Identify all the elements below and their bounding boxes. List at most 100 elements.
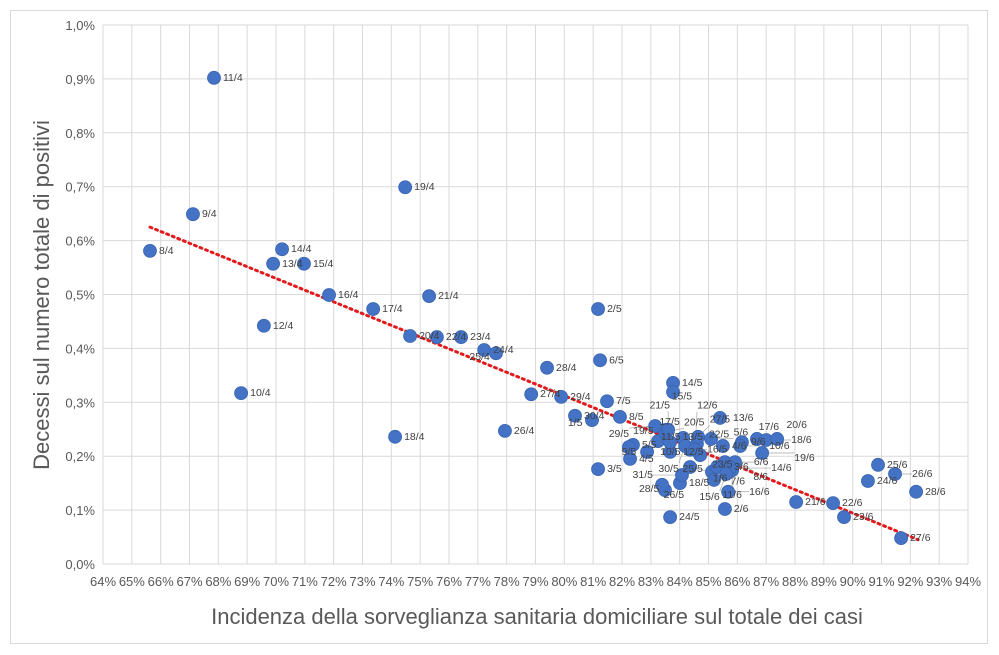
data-label: 9/4 <box>202 208 217 220</box>
data-label: 20/5 <box>684 417 705 429</box>
data-point <box>489 346 503 361</box>
data-label: 3/6 <box>734 461 749 473</box>
data-point <box>683 460 697 474</box>
x-tick-label: 88% <box>782 574 808 589</box>
data-label: 1/6 <box>713 473 728 485</box>
data-points <box>143 70 923 546</box>
data-label: 25/4 <box>469 351 490 363</box>
tick-labels: 64% 65% 66% 67% 68% 69% 70% 71% 72% 73% 74% 75% 76% 7… <box>65 18 981 589</box>
data-label: 12/5 <box>683 446 704 458</box>
data-label: 31/5 <box>633 469 654 481</box>
data-label: 18/4 <box>404 431 425 443</box>
y-tick-label: 0,1% <box>65 503 95 518</box>
data-point <box>234 386 249 401</box>
data-label: 20/4 <box>419 330 440 342</box>
data-label: 6/5 <box>609 354 624 366</box>
data-label: 18/5 <box>689 477 710 489</box>
data-label: 2/6 <box>734 503 749 515</box>
data-label: 5/6 <box>734 426 749 438</box>
x-tick-label: 82% <box>609 574 635 589</box>
y-tick-label: 0,7% <box>65 180 95 195</box>
data-label: 12/4 <box>273 320 294 332</box>
x-tick-label: 76% <box>436 574 462 589</box>
data-label: 13/6 <box>733 412 754 424</box>
data-point <box>388 429 402 444</box>
data-point <box>704 432 718 446</box>
data-label: 16/5 <box>707 444 728 456</box>
data-label: 25/5 <box>682 463 703 475</box>
data-label: 24/6 <box>877 475 898 487</box>
data-label: 28/4 <box>556 362 577 374</box>
data-point <box>663 510 678 525</box>
data-label: 24/5 <box>679 511 700 523</box>
x-tick-label: 64% <box>90 574 116 589</box>
data-point <box>888 467 902 481</box>
data-label: 8/5 <box>629 411 644 423</box>
y-tick-label: 0,2% <box>65 449 95 464</box>
x-tick-label: 71% <box>292 574 318 589</box>
data-point <box>719 467 733 481</box>
data-labels: 8/4 9/4 10/4 11/4 12/4 13/4 14/415/4 16/4 17/4 18… <box>159 72 946 544</box>
data-label: 10/4 <box>250 387 271 399</box>
data-point <box>366 302 381 316</box>
data-point <box>143 243 157 258</box>
data-label: 23/6 <box>853 511 874 523</box>
data-point <box>186 207 200 222</box>
data-point <box>585 413 599 427</box>
y-tick-label: 0,6% <box>65 234 95 249</box>
data-point <box>661 422 676 437</box>
x-tick-label: 90% <box>840 574 866 589</box>
x-tick-label: 67% <box>176 574 202 589</box>
data-point <box>716 439 730 453</box>
data-label: 7/6 <box>731 476 746 488</box>
data-label: 16/4 <box>338 289 359 301</box>
x-tick-label: 79% <box>522 574 548 589</box>
data-point <box>837 510 851 525</box>
data-label: 29/5 <box>609 428 630 440</box>
x-tick-label: 92% <box>897 574 923 589</box>
data-point <box>540 360 554 375</box>
data-label: 27/4 <box>540 388 561 400</box>
data-label: 8/4 <box>159 245 174 257</box>
data-label: 19/6 <box>794 452 815 464</box>
data-point <box>826 496 840 510</box>
y-tick-label: 0,9% <box>65 72 95 87</box>
data-label: 18/6 <box>791 434 812 446</box>
data-point <box>713 411 727 425</box>
data-label: 24/4 <box>493 344 514 356</box>
data-point <box>600 394 614 409</box>
data-label: 15/6 <box>699 491 720 503</box>
x-tick-label: 68% <box>205 574 231 589</box>
x-tick-label: 87% <box>753 574 779 589</box>
data-point <box>297 256 311 271</box>
data-label: 29/4 <box>570 391 591 403</box>
x-tick-label: 93% <box>926 574 952 589</box>
data-point <box>871 457 885 472</box>
data-point <box>688 442 702 457</box>
data-point <box>655 477 669 492</box>
data-label: 23/5 <box>712 458 733 470</box>
x-tick-label: 80% <box>551 574 577 589</box>
data-label: 11/4 <box>223 72 243 84</box>
data-point <box>591 462 605 477</box>
data-label: 14/6 <box>771 462 792 474</box>
data-point <box>909 484 923 499</box>
data-label: 21/6 <box>805 496 826 508</box>
x-tick-label: 72% <box>321 574 347 589</box>
data-label: 13/4 <box>282 258 303 270</box>
y-tick-label: 0,3% <box>65 395 95 410</box>
data-label: 14/4 <box>291 243 312 255</box>
data-label: 5/5 <box>642 439 657 451</box>
x-tick-label: 91% <box>868 574 894 589</box>
x-tick-label: 70% <box>263 574 289 589</box>
data-label: 19/5 <box>633 425 654 437</box>
data-label: 26/6 <box>912 468 933 480</box>
data-point <box>861 474 875 488</box>
data-label: 22/4 <box>446 331 467 343</box>
data-point <box>789 495 804 509</box>
data-label: 10/6 <box>769 440 790 452</box>
data-point <box>266 256 281 271</box>
data-point <box>398 180 413 195</box>
y-tick-label: 0,0% <box>65 557 95 572</box>
